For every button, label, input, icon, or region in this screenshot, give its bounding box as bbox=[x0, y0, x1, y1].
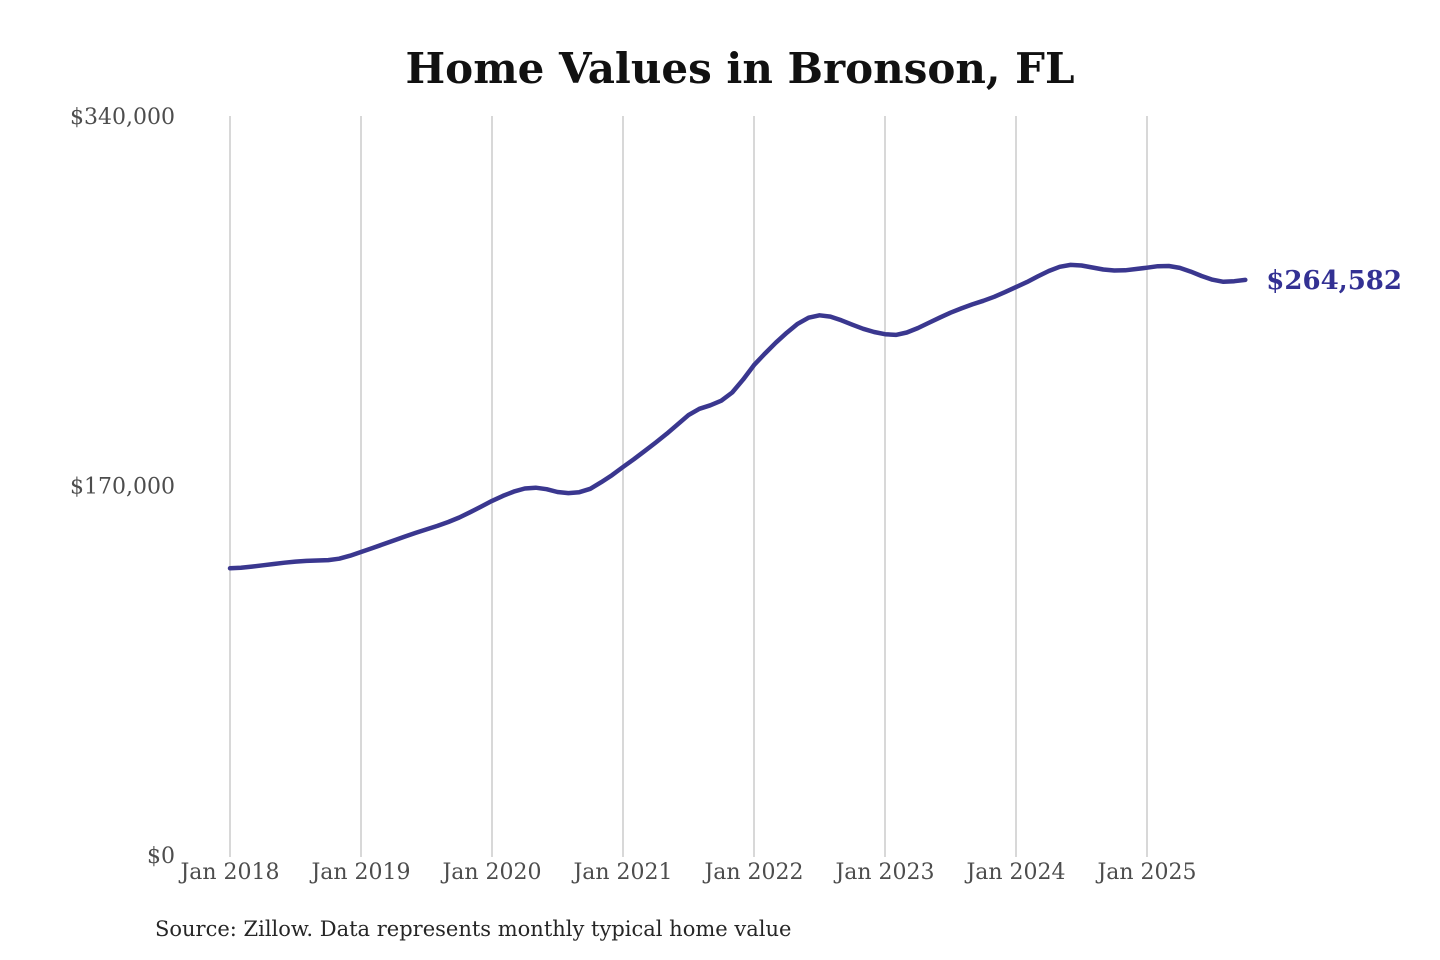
x-axis-label: Jan 2020 bbox=[440, 860, 541, 885]
gridlines bbox=[229, 116, 1148, 857]
x-axis-label: Jan 2023 bbox=[833, 860, 934, 885]
value-line bbox=[227, 262, 1248, 571]
end-value-label: $264,582 bbox=[1266, 266, 1402, 296]
y-axis-label: $0 bbox=[147, 844, 175, 869]
y-axis-label: $340,000 bbox=[70, 105, 175, 130]
x-axis-label: Jan 2024 bbox=[964, 860, 1065, 885]
source-note: Source: Zillow. Data represents monthly … bbox=[155, 917, 791, 941]
x-axis-label: Jan 2022 bbox=[702, 860, 803, 885]
y-axis-labels: $340,000 $170,000 $0 bbox=[70, 105, 175, 869]
y-axis-label: $170,000 bbox=[70, 475, 175, 500]
chart-title: Home Values in Bronson, FL bbox=[406, 44, 1075, 93]
x-axis-labels: Jan 2018 Jan 2019 Jan 2020 Jan 2021 Jan 2022… bbox=[178, 860, 1196, 885]
x-axis-label: Jan 2021 bbox=[571, 860, 672, 885]
x-axis-label: Jan 2025 bbox=[1095, 860, 1196, 885]
x-axis-label: Jan 2018 bbox=[178, 860, 279, 885]
x-axis-label: Jan 2019 bbox=[309, 860, 410, 885]
